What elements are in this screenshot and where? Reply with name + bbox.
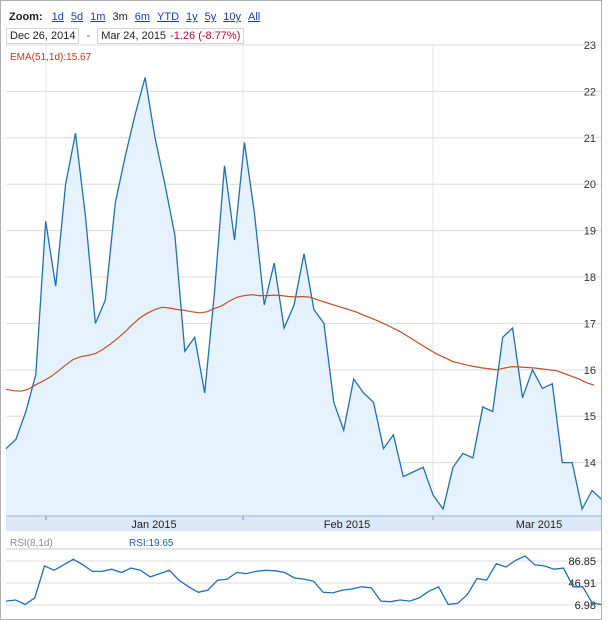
zoom-option-6m[interactable]: 6m <box>134 11 151 23</box>
y-tick-label: 22 <box>584 86 596 98</box>
rsi-indicator-value: RSI:19.65 <box>129 538 174 549</box>
y-tick-label: 19 <box>584 226 596 238</box>
end-date-field[interactable]: Mar 24, 2015 -1.26 (-8.77%) <box>97 28 245 44</box>
rsi-indicator-name: RSI(8,1d) <box>10 538 53 549</box>
zoom-option-all[interactable]: All <box>248 11 261 23</box>
date-range-separator: - <box>86 30 91 42</box>
zoom-toolbar: Zoom: 1d 5d 1m 3m 6m YTD 1y 5y 10y All <box>9 11 267 23</box>
zoom-option-1m[interactable]: 1m <box>90 11 106 23</box>
rsi-series-line <box>5 555 601 606</box>
rsi-y-tick-label: 86.85 <box>568 556 596 568</box>
y-tick-label: 15 <box>584 411 596 423</box>
rsi-y-tick-label: 6.98 <box>575 600 596 612</box>
zoom-label: Zoom: <box>9 11 43 23</box>
zoom-option-3m[interactable]: 3m <box>112 11 128 23</box>
y-tick-label: 16 <box>584 365 596 377</box>
zoom-option-5d[interactable]: 5d <box>70 11 84 23</box>
ema-indicator-label: EMA(51,1d):15.67 <box>10 52 92 63</box>
y-tick-label: 21 <box>584 133 596 145</box>
x-tick-label: Mar 2015 <box>516 519 562 531</box>
zoom-option-ytd[interactable]: YTD <box>157 11 180 23</box>
zoom-option-1y[interactable]: 1y <box>186 11 198 23</box>
date-range-row: Dec 26, 2014 - Mar 24, 2015 -1.26 (-8.77%… <box>6 28 245 44</box>
zoom-option-10y[interactable]: 10y <box>223 11 242 23</box>
y-tick-label: 23 <box>584 40 596 52</box>
y-tick-label: 17 <box>584 318 596 330</box>
zoom-option-5y[interactable]: 5y <box>204 11 217 23</box>
x-tick-label: Feb 2015 <box>324 519 370 531</box>
ema-series-line <box>5 294 595 392</box>
y-tick-label: 14 <box>584 458 596 470</box>
zoom-option-1d[interactable]: 1d <box>51 11 64 23</box>
y-tick-label: 20 <box>584 179 596 191</box>
rsi-y-tick-label: 46.91 <box>568 578 596 590</box>
price-series-line <box>5 77 601 511</box>
x-tick-label: Jan 2015 <box>131 519 176 531</box>
start-date-field[interactable]: Dec 26, 2014 <box>6 28 80 44</box>
y-tick-label: 18 <box>584 272 596 284</box>
price-change: -1.26 (-8.77%) <box>170 30 241 42</box>
end-date-text: Mar 24, 2015 <box>101 30 167 42</box>
time-axis-band <box>6 516 601 531</box>
